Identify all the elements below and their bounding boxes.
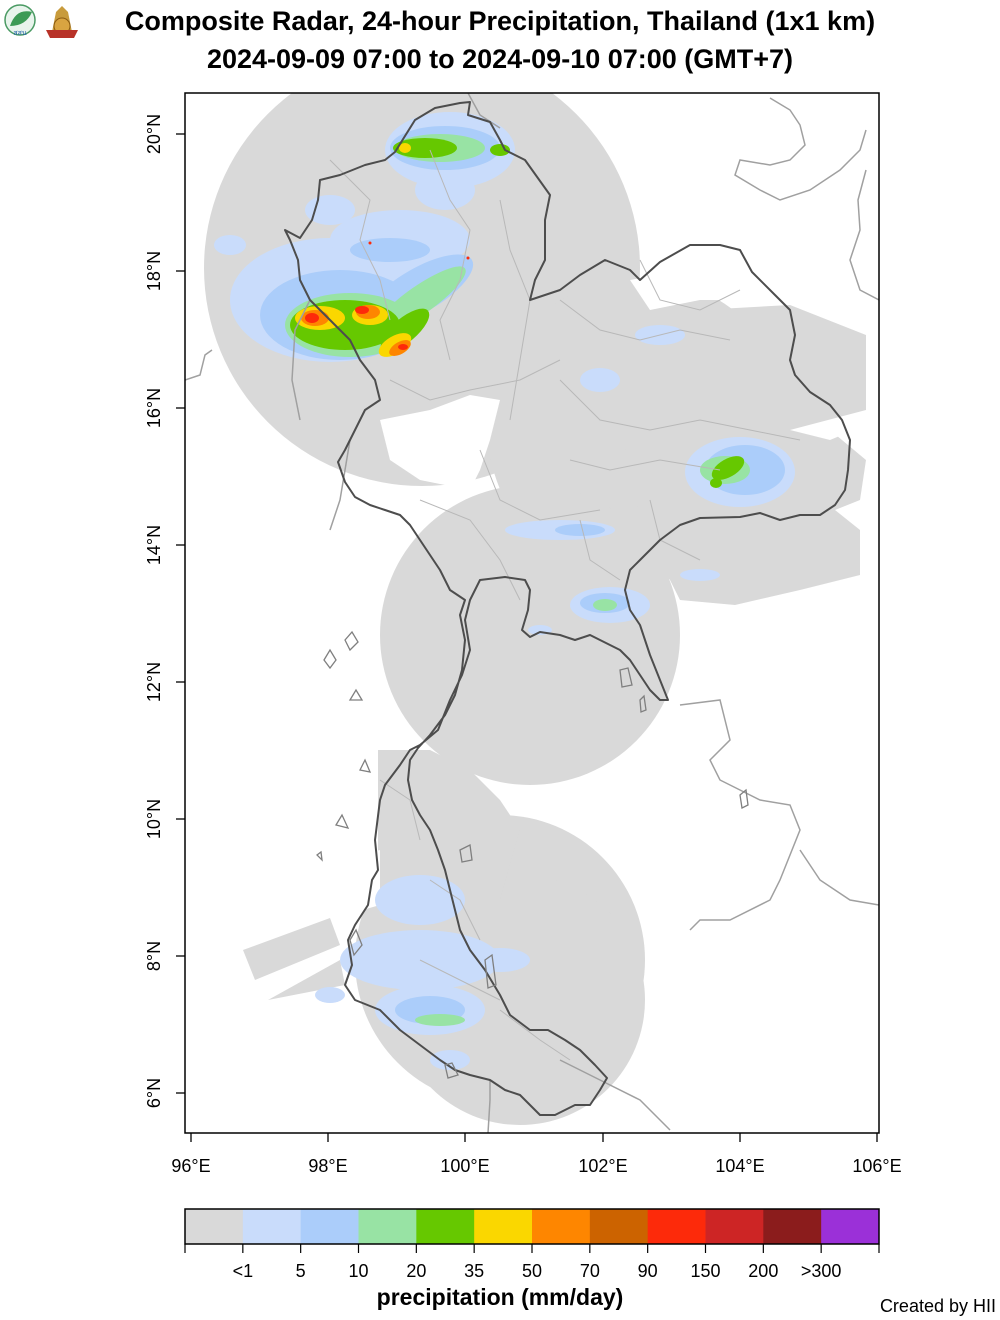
y-tick-label: 8°N: [144, 941, 164, 971]
colorbar-swatch: [358, 1209, 417, 1244]
colorbar-label: 5: [296, 1261, 306, 1281]
x-tick-label: 106°E: [852, 1156, 901, 1176]
colorbar-swatch: [705, 1209, 764, 1244]
y-tick-label: 6°N: [144, 1078, 164, 1108]
y-tick-label: 16°N: [144, 388, 164, 428]
x-tick-label: 100°E: [440, 1156, 489, 1176]
colorbar-swatch: [647, 1209, 706, 1244]
x-tick-label: 102°E: [578, 1156, 627, 1176]
radar-coverage: [204, 93, 866, 1125]
colorbar-label: 50: [522, 1261, 542, 1281]
precip-90-150: [305, 241, 470, 350]
y-tick-label: 20°N: [144, 114, 164, 154]
logo-text: สสน: [13, 29, 27, 37]
x-axis: [190, 1133, 878, 1142]
thailand-border: [284, 101, 851, 1116]
x-tick-label: 98°E: [308, 1156, 347, 1176]
credit-text: Created by HII: [879, 1296, 996, 1316]
colorbar-swatch: [589, 1209, 649, 1244]
colorbar-label: 90: [638, 1261, 658, 1281]
colorbar-swatch: [821, 1209, 880, 1244]
coastlines: [316, 630, 749, 1079]
y-tick-label: 14°N: [144, 525, 164, 565]
royal-emblem-icon: [46, 6, 78, 38]
colorbar-label: 20: [406, 1261, 426, 1281]
y-axis: [176, 133, 185, 1094]
colorbar-label: 200: [748, 1261, 778, 1281]
colorbar-swatch: [532, 1209, 591, 1244]
colorbar-label: 35: [464, 1261, 484, 1281]
colorbar-swatch: [474, 1209, 533, 1244]
chart-title: Composite Radar, 24-hour Precipitation, …: [124, 6, 876, 36]
hii-leaf-icon: สสน: [4, 4, 36, 37]
colorbar-label: <1: [233, 1261, 254, 1281]
colorbar-title: precipitation (mm/day): [376, 1284, 624, 1310]
colorbar-label: 10: [348, 1261, 368, 1281]
colorbar-swatch: [242, 1209, 302, 1244]
colorbar-swatch: [763, 1209, 822, 1244]
x-tick-label: 104°E: [715, 1156, 764, 1176]
plot-frame: [184, 92, 880, 1134]
colorbar: <1 5 10 20 35 50 70 90 150 200 >300: [184, 1208, 880, 1281]
y-tick-label: 18°N: [144, 251, 164, 291]
x-tick-label: 96°E: [171, 1156, 210, 1176]
agency-logos: สสน: [4, 4, 78, 38]
colorbar-label: >300: [801, 1261, 842, 1281]
colorbar-label: 70: [580, 1261, 600, 1281]
no-coverage-gaps: [341, 270, 866, 915]
colorbar-swatch: [185, 1209, 244, 1244]
y-tick-label: 12°N: [144, 662, 164, 702]
colorbar-swatch: [300, 1209, 359, 1244]
colorbar-label: 150: [690, 1261, 720, 1281]
chart-subtitle: 2024-09-09 07:00 to 2024-09-10 07:00 (GM…: [206, 44, 794, 74]
y-tick-label: 10°N: [144, 799, 164, 839]
colorbar-swatch: [416, 1209, 475, 1244]
neighbour-borders: [185, 93, 879, 1133]
